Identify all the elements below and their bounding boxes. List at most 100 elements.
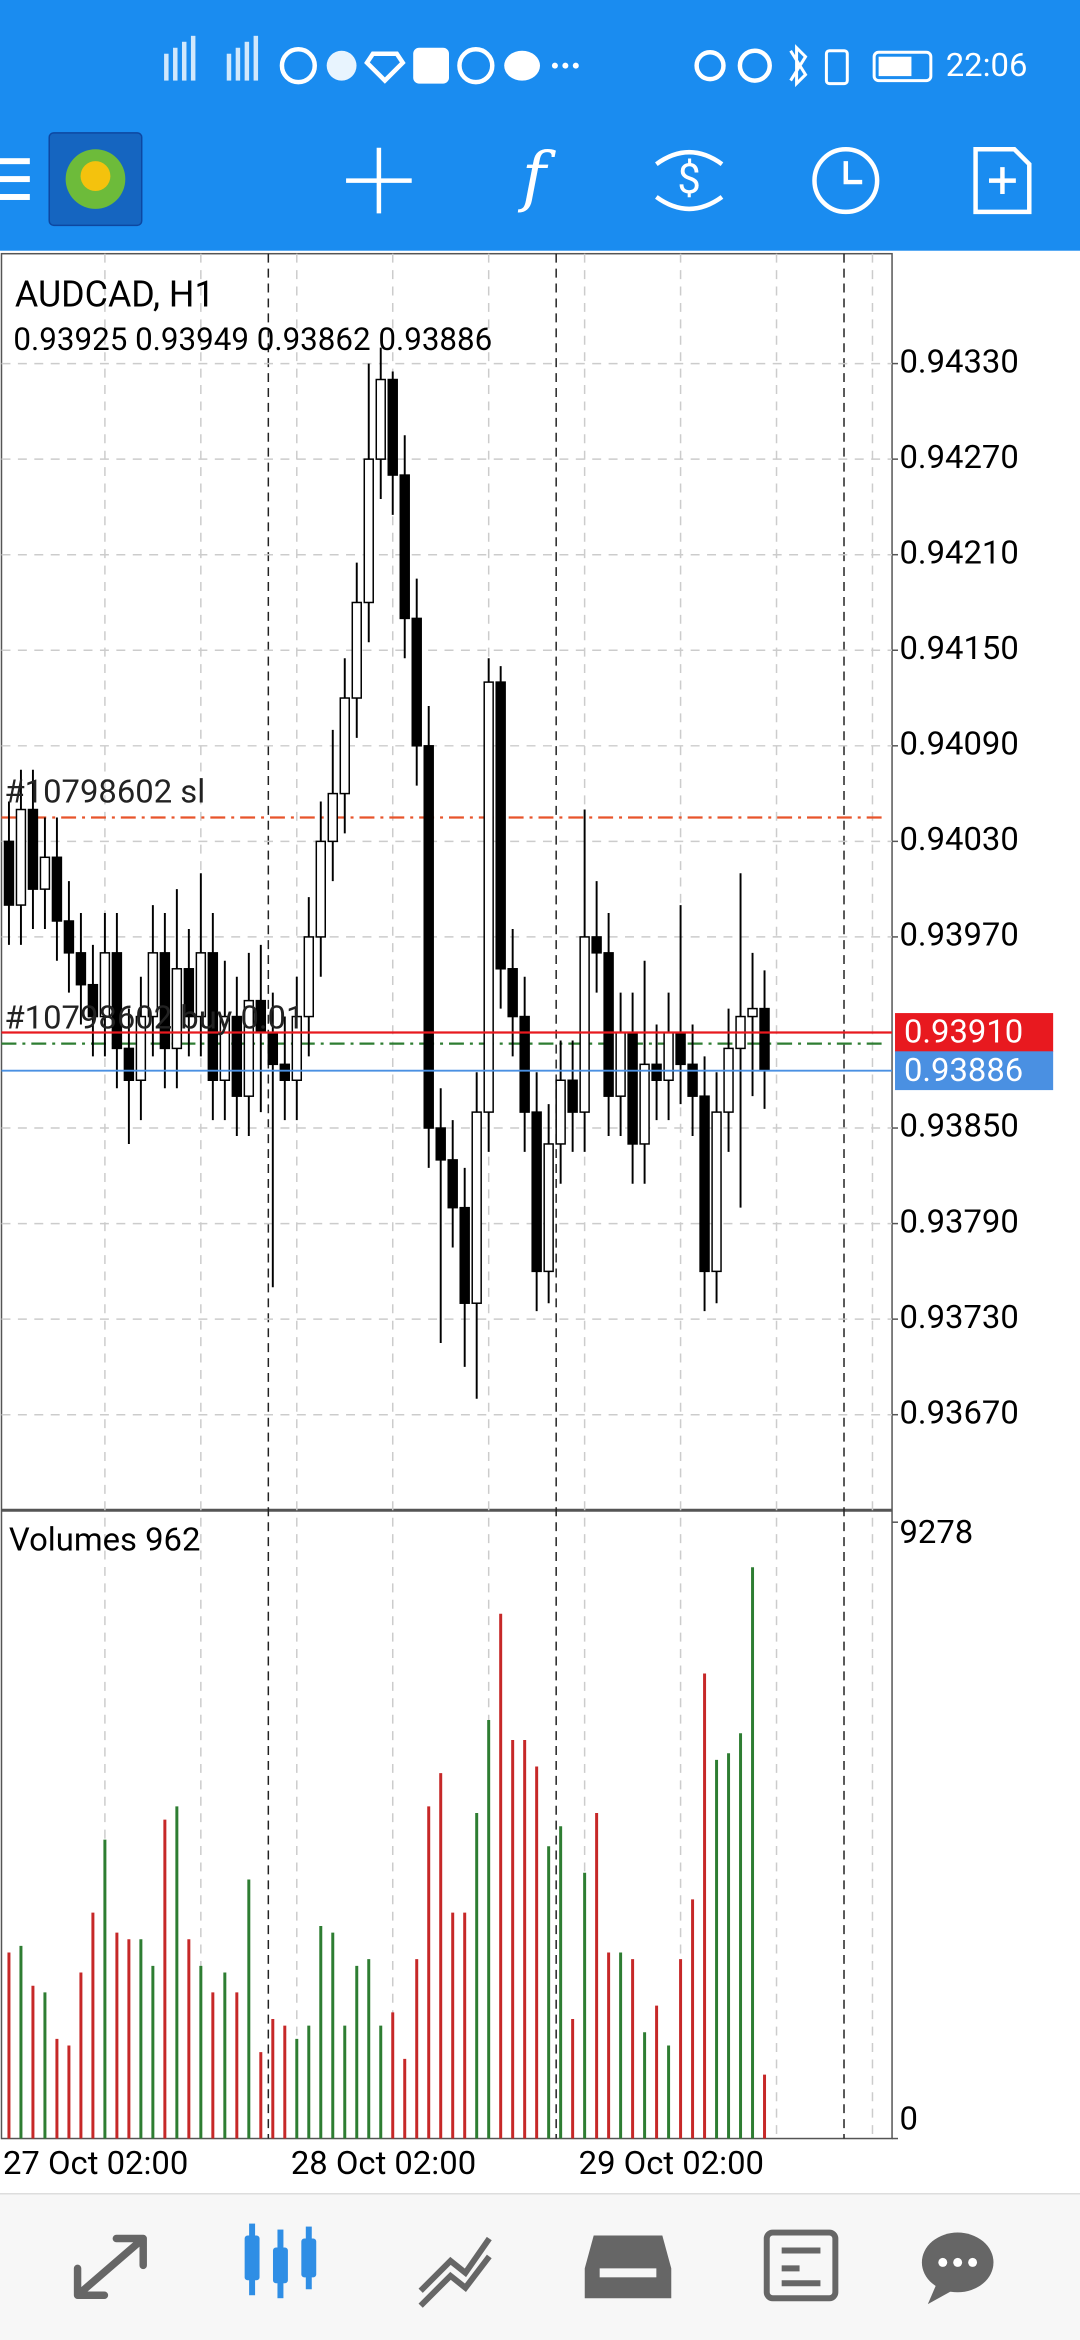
candle-body <box>447 1159 458 1209</box>
nav-history[interactable] <box>584 2235 672 2299</box>
candle-body <box>291 1015 303 1082</box>
candle-body <box>723 1047 734 1113</box>
x-tick-label: 29 Oct 02:00 <box>579 2145 764 2183</box>
menu-button[interactable] <box>0 158 30 200</box>
candle-body <box>639 1063 650 1145</box>
candle-body <box>123 1047 135 1082</box>
candle-body <box>687 1063 698 1097</box>
candle-body <box>39 856 51 890</box>
grid <box>1 253 893 2139</box>
candle-body <box>519 1015 530 1113</box>
candle-body <box>111 952 123 1050</box>
candle-body <box>531 1111 542 1273</box>
bottom-nav <box>0 2193 1080 2340</box>
volume-tick-label: 9278 <box>900 1514 974 1552</box>
candle-body <box>507 968 518 1018</box>
candle-body <box>495 681 506 970</box>
candle-body <box>231 1015 243 1097</box>
candle-body <box>147 952 159 1018</box>
y-tick-label: 0.93790 <box>900 1203 1019 1241</box>
candle-body <box>675 1031 686 1066</box>
candle-body <box>651 1063 662 1082</box>
y-tick-label: 0.93670 <box>900 1394 1019 1432</box>
nav-trade[interactable] <box>418 2236 492 2308</box>
candle-body <box>615 1031 626 1097</box>
y-tick-label: 0.94090 <box>900 725 1019 763</box>
candle-body <box>375 378 386 460</box>
order-level-label: #10798602 buy 0.01 <box>4 999 304 1037</box>
candle-body <box>759 1007 770 1072</box>
candle-body <box>459 1206 470 1304</box>
candle-body <box>471 1111 482 1304</box>
candle-body <box>555 1079 566 1145</box>
chart-title: AUDCAD, H1 <box>15 273 215 315</box>
y-tick-label: 0.94030 <box>900 821 1019 859</box>
ask-marker <box>895 1013 1054 1052</box>
app-logo[interactable] <box>48 132 143 227</box>
nav-chart[interactable] <box>244 2223 317 2299</box>
chart-frame <box>0 252 893 2140</box>
trade-button[interactable]: $ <box>655 150 724 212</box>
candle-body <box>279 1063 291 1082</box>
candle-body <box>75 952 87 986</box>
volume-title: Volumes 962 <box>9 1521 200 1559</box>
candle-body <box>171 968 183 1050</box>
candle-body <box>303 936 315 1018</box>
candle-body <box>339 697 350 795</box>
candle-body <box>27 808 39 890</box>
candle-body <box>411 617 422 747</box>
candle-body <box>435 1127 446 1161</box>
candle-body <box>195 952 207 1018</box>
y-tick-label: 0.94210 <box>900 534 1019 572</box>
y-tick-label: 0.93970 <box>900 917 1019 955</box>
candle-body <box>711 1111 722 1273</box>
candle-body <box>183 968 195 1018</box>
candle-body <box>363 458 374 604</box>
y-tick-label: 0.93730 <box>900 1299 1019 1337</box>
candle-body <box>663 1031 674 1082</box>
candle-body <box>579 936 590 1113</box>
nav-news[interactable] <box>763 2229 839 2302</box>
y-tick-label: 0.93850 <box>900 1108 1019 1146</box>
candle-body <box>399 474 410 620</box>
status-time: 22:06 <box>946 47 1028 85</box>
nav-quotes[interactable] <box>73 2234 147 2299</box>
candle-body <box>99 952 111 1018</box>
candle-body <box>3 840 15 906</box>
candle-body <box>543 1143 554 1273</box>
order-level-label: #10798602 sl <box>4 773 205 811</box>
bid-marker <box>895 1051 1054 1091</box>
candle-body <box>15 808 27 906</box>
ask-label: 0.93910 <box>904 1014 1023 1052</box>
candle-body <box>159 952 171 1050</box>
candle-body <box>567 1079 578 1113</box>
candle-body <box>627 1031 638 1145</box>
candle-body <box>387 378 398 476</box>
candle-body <box>315 840 326 938</box>
candle-body <box>747 1007 758 1018</box>
y-tick-label: 0.94270 <box>900 439 1019 477</box>
status-icons <box>164 35 933 88</box>
crosshair-button[interactable] <box>346 147 412 214</box>
y-tick-label: 0.94330 <box>900 343 1019 381</box>
ohlc-readout: 0.93925 0.93949 0.93862 0.93886 <box>13 321 492 358</box>
timeframe-button[interactable] <box>812 146 880 215</box>
candle-body <box>699 1095 710 1273</box>
candle-body <box>591 936 602 954</box>
volume-tick-label: 0 <box>900 2100 918 2138</box>
bid-label: 0.93886 <box>904 1052 1023 1090</box>
app-bar <box>0 0 1080 251</box>
x-tick-label: 27 Oct 02:00 <box>3 2145 188 2183</box>
candle-body <box>219 1015 231 1082</box>
candle-body <box>135 1015 147 1082</box>
candle-body <box>207 952 219 1082</box>
candle-body <box>483 681 494 1113</box>
candle-body <box>63 920 75 954</box>
svg-text:$: $ <box>677 155 700 204</box>
new-order-button[interactable] <box>973 146 1032 215</box>
candle-body <box>51 856 63 922</box>
x-tick-label: 28 Oct 02:00 <box>291 2145 476 2183</box>
candle-body <box>87 983 99 1018</box>
